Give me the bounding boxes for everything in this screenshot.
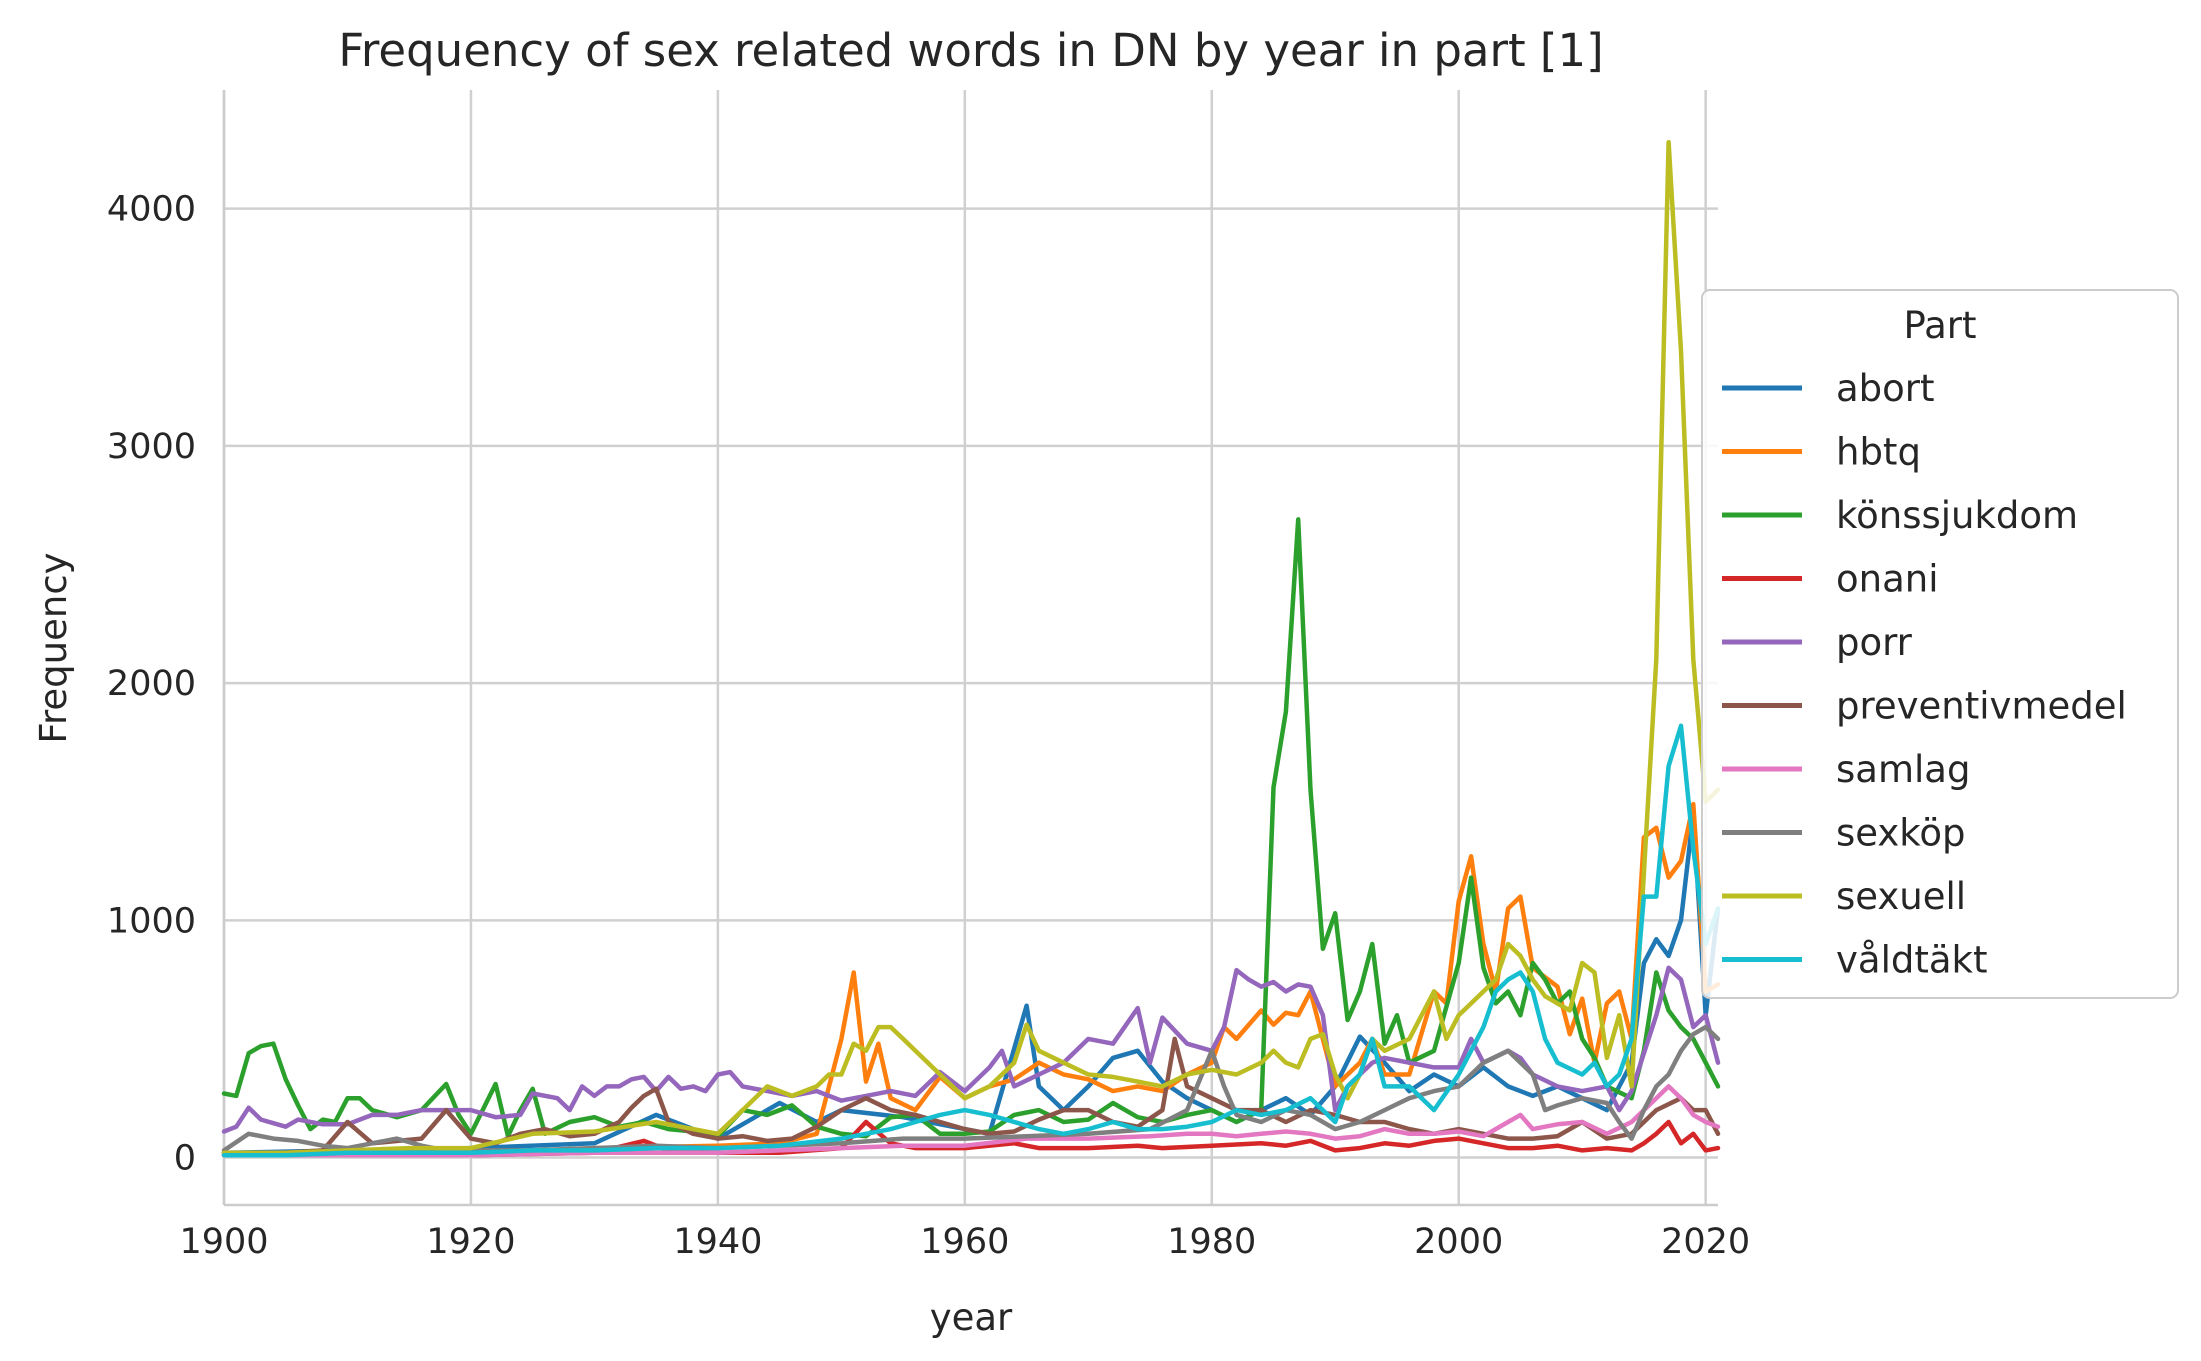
legend-label-våldtäkt: våldtäkt — [1836, 939, 1987, 982]
series-line-våldtäkt — [221, 723, 1721, 1158]
legend-label-könssjukdom: könssjukdom — [1836, 494, 2078, 537]
x-tick-labels: 1900 1920 1940 1960 1980 2000 2020 — [179, 1222, 1750, 1262]
x-tick-label-1920: 1920 — [426, 1222, 515, 1262]
x-tick-label-1900: 1900 — [179, 1222, 268, 1262]
y-tick-label-3000: 3000 — [107, 427, 196, 467]
legend-label-samlag: samlag — [1836, 748, 1970, 791]
series-line-sexuell — [221, 139, 1721, 1156]
legend-label-sexköp: sexköp — [1836, 812, 1966, 855]
legend-label-abort: abort — [1836, 367, 1935, 410]
legend-items: abort hbtq könssjukdom onani porr preventivme… — [1722, 367, 2127, 982]
legend-box — [1701, 289, 2179, 999]
legend-label-sexuell: sexuell — [1836, 875, 1966, 918]
y-gridlines — [224, 207, 1718, 1159]
series-line-hbtq — [221, 801, 1721, 1158]
y-tick-label-1000: 1000 — [107, 901, 196, 941]
legend-label-preventivmedel: preventivmedel — [1836, 685, 2127, 728]
x-axis-label: year — [930, 1296, 1013, 1339]
x-tick-label-1940: 1940 — [673, 1222, 762, 1262]
y-tick-label-0: 0 — [174, 1139, 196, 1179]
legend-label-porr: porr — [1836, 621, 1913, 664]
y-axis-label: Frequency — [32, 552, 75, 743]
y-tick-label-4000: 4000 — [107, 190, 196, 230]
legend-label-onani: onani — [1836, 558, 1939, 601]
legend: Part abort hbtq könssjukdom onani porr preven… — [1701, 289, 2179, 999]
chart-title: Frequency of sex related words in DN by … — [338, 24, 1603, 77]
y-tick-label-2000: 2000 — [107, 664, 196, 704]
legend-label-hbtq: hbtq — [1836, 431, 1921, 474]
series-lines — [221, 139, 1721, 1158]
x-tick-label-1960: 1960 — [920, 1222, 1009, 1262]
x-tick-label-2020: 2020 — [1661, 1222, 1750, 1262]
x-tick-label-1980: 1980 — [1167, 1222, 1256, 1262]
legend-title: Part — [1903, 304, 1976, 347]
x-tick-label-2000: 2000 — [1414, 1222, 1503, 1262]
y-tick-labels: 0 1000 2000 3000 4000 — [107, 190, 196, 1179]
